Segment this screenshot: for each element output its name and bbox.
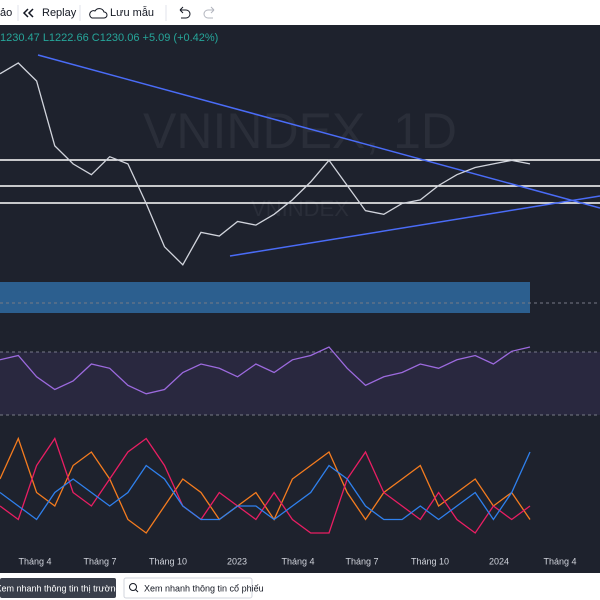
toolbar-item[interactable]: Lưu mẫu xyxy=(110,6,154,19)
x-axis-label: Tháng 4 xyxy=(543,556,576,566)
x-axis-label: Tháng 10 xyxy=(411,556,449,566)
watermark-sub: VNINDEX xyxy=(251,196,349,221)
indicator-line xyxy=(0,437,531,534)
trend-line xyxy=(37,54,600,209)
indicator-line xyxy=(0,451,531,521)
search-icon xyxy=(129,583,137,591)
undo-icon[interactable] xyxy=(179,6,191,19)
search-icon xyxy=(135,589,139,593)
ohlc-legend: 1230.47 L1222.66 C1230.06 +5.09 (+0.42%) xyxy=(0,32,218,44)
watermark: VNINDEX, 1D xyxy=(143,103,457,159)
toolbar xyxy=(0,0,600,25)
trend-line xyxy=(229,195,600,257)
toolbar-item[interactable]: ảo xyxy=(0,7,12,19)
x-axis-label: Tháng 7 xyxy=(83,556,116,566)
market-button[interactable] xyxy=(0,578,116,598)
x-axis-label: 2024 xyxy=(489,556,509,566)
market-button-label[interactable]: Xem nhanh thông tin thị trường xyxy=(0,583,121,593)
replay-icon xyxy=(22,8,34,18)
cloud-icon xyxy=(89,8,108,19)
x-axis-label: Tháng 4 xyxy=(18,556,51,566)
x-axis-label: 2023 xyxy=(227,556,247,566)
redo-icon[interactable] xyxy=(203,6,215,19)
toolbar-item[interactable]: Replay xyxy=(42,7,77,19)
x-axis-label: Tháng 4 xyxy=(281,556,314,566)
indicator-line xyxy=(0,346,531,395)
stock-search[interactable] xyxy=(123,577,253,599)
rsi-band xyxy=(0,352,600,415)
x-axis-label: Tháng 10 xyxy=(149,556,187,566)
stock-search-label[interactable]: Xem nhanh thông tin cổ phiếu xyxy=(144,583,264,593)
price-line xyxy=(0,62,531,266)
volume-area xyxy=(0,282,530,313)
x-axis-label: Tháng 7 xyxy=(345,556,378,566)
